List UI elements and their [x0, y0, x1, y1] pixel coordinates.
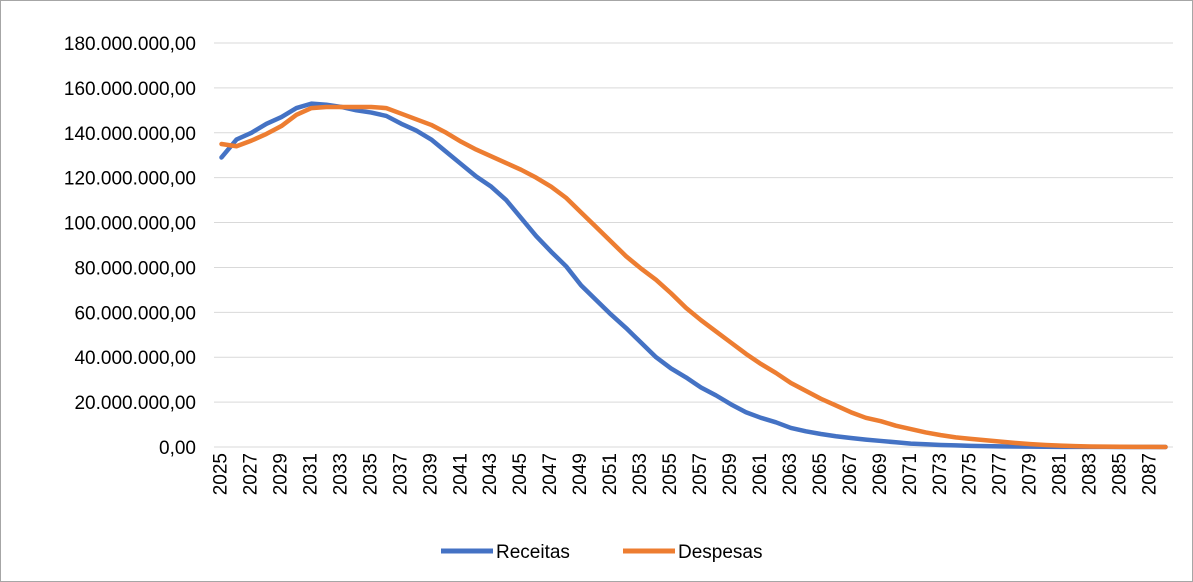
- y-tick-label: 40.000.000,00: [74, 348, 196, 369]
- gridlines: [214, 42, 1173, 403]
- x-tick-label: 2029: [270, 453, 291, 495]
- x-tick-label: 2087: [1140, 453, 1161, 495]
- x-tick-label: 2051: [600, 453, 621, 495]
- x-tick-label: 2055: [660, 453, 681, 495]
- x-tick-label: 2027: [240, 453, 261, 495]
- x-tick-label: 2049: [570, 453, 591, 495]
- x-tick-label: 2035: [360, 453, 381, 495]
- y-tick-label: 120.000.000,00: [64, 169, 196, 190]
- x-tick-label: 2067: [840, 453, 861, 495]
- y-axis-tick-labels: 0,00 20.000.000,00 40.000.000,00 60.000.000…: [64, 34, 196, 459]
- x-tick-label: 2077: [990, 453, 1011, 495]
- y-tick-label: 140.000.000,00: [64, 124, 196, 145]
- x-tick-label: 2083: [1080, 453, 1101, 495]
- x-tick-label: 2047: [540, 453, 561, 495]
- x-tick-label: 2059: [720, 453, 741, 495]
- x-tick-label: 2043: [480, 453, 501, 495]
- x-tick-label: 2057: [690, 453, 711, 495]
- x-tick-label: 2061: [750, 453, 771, 495]
- legend-label: Receitas: [496, 542, 570, 563]
- x-tick-label: 2065: [810, 453, 831, 495]
- x-tick-label: 2071: [900, 453, 921, 495]
- x-tick-label: 2041: [450, 453, 471, 495]
- x-tick-label: 2081: [1050, 453, 1071, 495]
- series-lines: [219, 101, 1168, 450]
- x-tick-label: 2075: [960, 453, 981, 495]
- y-tick-label: 20.000.000,00: [74, 393, 196, 414]
- y-tick-label: 160.000.000,00: [64, 79, 196, 100]
- x-tick-label: 2033: [330, 453, 351, 495]
- series-line-receitas: [219, 101, 1168, 450]
- y-tick-label: 0,00: [159, 438, 196, 459]
- series-line-despesas: [219, 104, 1168, 450]
- x-tick-label: 2069: [870, 453, 891, 495]
- legend: Receitas Despesas: [441, 542, 763, 563]
- y-tick-label: 100.000.000,00: [64, 214, 196, 235]
- y-tick-label: 80.000.000,00: [74, 258, 196, 279]
- x-tick-label: 2037: [390, 453, 411, 495]
- legend-label: Despesas: [678, 542, 763, 563]
- x-axis-tick-labels: 2025 2027 2029 2031 2033 2035 2037 2039 2041 2043…: [211, 453, 1161, 495]
- x-tick-label: 2085: [1110, 453, 1131, 495]
- x-tick-label: 2079: [1020, 453, 1041, 495]
- x-tick-label: 2031: [300, 453, 321, 495]
- x-tick-label: 2063: [780, 453, 801, 495]
- y-tick-label: 60.000.000,00: [74, 303, 196, 324]
- x-tick-label: 2045: [510, 453, 531, 495]
- x-tick-label: 2039: [420, 453, 441, 495]
- x-tick-label: 2025: [211, 453, 232, 495]
- x-tick-label: 2053: [630, 453, 651, 495]
- y-tick-label: 180.000.000,00: [64, 34, 196, 55]
- x-tick-label: 2073: [930, 453, 951, 495]
